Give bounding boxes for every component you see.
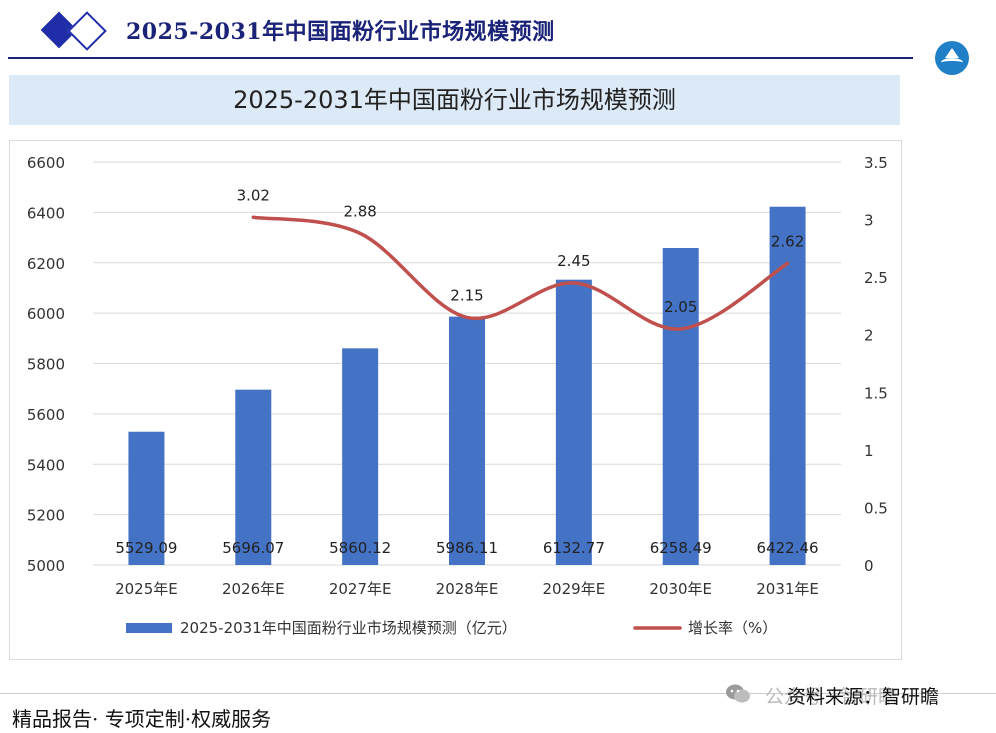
- combo-chart: 5000 5200 5400 5600 5800 6000 6200 6400 6600 0 0.5…: [27, 154, 888, 637]
- line-value-label: 2.05: [664, 298, 697, 316]
- legend-line-label: 增长率（%）: [688, 619, 777, 637]
- line-point: [679, 327, 683, 331]
- y-left-tick-label: 6400: [27, 204, 65, 222]
- wechat-icon: [726, 684, 750, 703]
- line-point: [786, 261, 790, 265]
- bar: [662, 248, 699, 565]
- line-point: [572, 281, 576, 285]
- x-tick-label: 2031年E: [756, 580, 819, 598]
- y-left-tick-label: 5800: [27, 356, 65, 374]
- y-left-tick-label: 5400: [27, 456, 65, 474]
- x-tick-label: 2027年E: [329, 580, 392, 598]
- y-right-tick-label: 3: [864, 212, 874, 230]
- y-left-tick-label: 5000: [27, 557, 65, 575]
- footer-slogan: 精品报告· 专项定制·权威服务: [12, 707, 272, 731]
- y-right-tick-label: 2.5: [864, 269, 888, 287]
- line-point: [358, 231, 362, 235]
- growth-rate-line: [251, 215, 790, 331]
- line-value-label: 2.15: [450, 286, 483, 304]
- bar: [128, 431, 165, 565]
- line-value-label: 2.88: [343, 202, 376, 220]
- bar-value-label: 5986.11: [436, 539, 498, 557]
- line-point: [465, 315, 469, 319]
- x-tick-label: 2026年E: [222, 580, 285, 598]
- y-left-tick-label: 6200: [27, 255, 65, 273]
- bar-value-label: 5696.07: [222, 539, 284, 557]
- bar: [235, 389, 272, 565]
- bar-value-label: 5529.09: [115, 539, 177, 557]
- bar: [769, 206, 806, 565]
- diamond-outline-icon: [67, 11, 107, 51]
- y-left-tick-label: 5600: [27, 406, 65, 424]
- line-point: [251, 215, 255, 219]
- source-text: 资料来源：智研瞻: [787, 686, 940, 708]
- x-tick-label: 2025年E: [115, 580, 178, 598]
- x-tick-label: 2029年E: [543, 580, 606, 598]
- brand-logo-icon: [935, 41, 969, 75]
- y-right-tick-label: 2: [864, 327, 874, 345]
- page-title: 2025-2031年中国面粉行业市场规模预测: [126, 19, 555, 45]
- y-right-tick-label: 1.5: [864, 384, 888, 402]
- y-right-tick-label: 3.5: [864, 154, 888, 172]
- watermark-text: 公众号 · 智研瞻: [765, 686, 898, 708]
- y-left-tick-label: 6600: [27, 154, 65, 172]
- y-right-tick-label: 0.5: [864, 499, 888, 517]
- y-left-tick-label: 6000: [27, 305, 65, 323]
- chart-title: 2025-2031年中国面粉行业市场规模预测: [233, 86, 676, 114]
- line-value-label: 2.45: [557, 252, 590, 270]
- bar: [342, 348, 379, 565]
- y-right-tick-label: 0: [864, 557, 874, 575]
- line-value-label: 2.62: [771, 232, 804, 250]
- bar: [449, 316, 485, 565]
- header-divider: [8, 57, 913, 59]
- footer-divider: [0, 693, 996, 694]
- legend-bar-swatch: [126, 623, 172, 633]
- chart-frame: 5000 5200 5400 5600 5800 6000 6200 6400 6600 0 0.5…: [9, 140, 902, 660]
- line-value-label: 3.02: [237, 186, 270, 204]
- chart-title-band: 2025-2031年中国面粉行业市场规模预测: [9, 75, 900, 125]
- y-right-tick-label: 1: [864, 442, 874, 460]
- y-left-tick-label: 5200: [27, 507, 65, 525]
- bar: [555, 279, 592, 565]
- x-tick-label: 2030年E: [649, 580, 712, 598]
- x-tick-label: 2028年E: [436, 580, 499, 598]
- page-header: 2025-2031年中国面粉行业市场规模预测: [0, 0, 996, 75]
- bar-value-label: 6422.46: [757, 539, 819, 557]
- bar-value-label: 6258.49: [650, 539, 712, 557]
- bar-value-label: 5860.12: [329, 539, 391, 557]
- bar-value-label: 6132.77: [543, 539, 605, 557]
- legend-bar-label: 2025-2031年中国面粉行业市场规模预测（亿元）: [180, 619, 517, 637]
